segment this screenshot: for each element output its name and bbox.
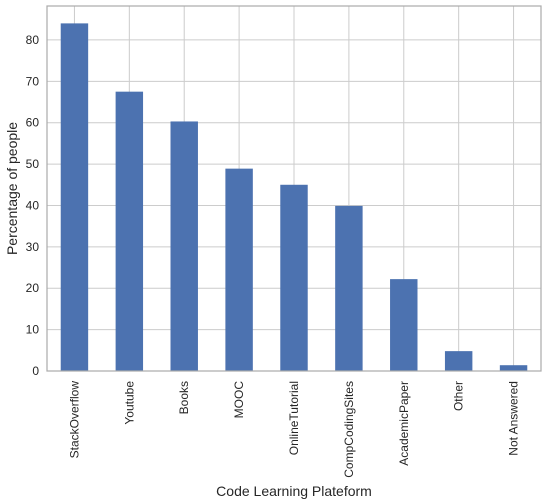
y-tick-label: 30	[26, 240, 40, 254]
x-tick-label: Not Answered	[507, 381, 521, 456]
y-tick-labels: 0 10 20 30 40 50 60 70 80	[26, 33, 40, 378]
x-tick-label: StackOverflow	[67, 381, 81, 459]
y-tick-label: 10	[26, 323, 40, 337]
bar-other	[444, 351, 473, 371]
bar-compcodingsites	[335, 205, 363, 371]
bar-youtube	[115, 91, 144, 371]
x-axis-label: Code Learning Plateform	[216, 483, 372, 499]
x-tick-label: AcademicPaper	[397, 381, 411, 466]
bar-stackoverflow	[60, 23, 89, 372]
y-tick-label: 60	[26, 116, 40, 130]
bar-onlinetutorial	[280, 184, 308, 371]
bar-books	[170, 121, 198, 371]
x-tick-label: Books	[177, 381, 191, 414]
x-tick-label: OnlineTutorial	[287, 381, 301, 455]
x-tick-label: Youtube	[122, 381, 136, 425]
y-tick-label: 0	[32, 364, 39, 378]
y-tick-label: 20	[26, 281, 40, 295]
plot-frame	[46, 5, 542, 372]
y-tick-label: 40	[26, 198, 40, 212]
y-tick-label: 70	[26, 74, 40, 88]
bars-group	[60, 23, 528, 372]
x-tick-label: CompCodingSites	[342, 381, 356, 478]
y-tick-label: 80	[26, 33, 40, 47]
bar-not-answered	[499, 365, 528, 371]
x-tick-label: MOOC	[232, 381, 246, 419]
y-axis-label: Percentage of people	[4, 122, 20, 255]
x-tick-labels: StackOverflow Youtube Books MOOC OnlineTutor…	[67, 381, 520, 478]
bar-mooc	[225, 168, 253, 371]
y-tick-label: 50	[26, 157, 40, 171]
x-tick-label: Other	[452, 381, 466, 411]
bar-academicpaper	[390, 279, 418, 371]
